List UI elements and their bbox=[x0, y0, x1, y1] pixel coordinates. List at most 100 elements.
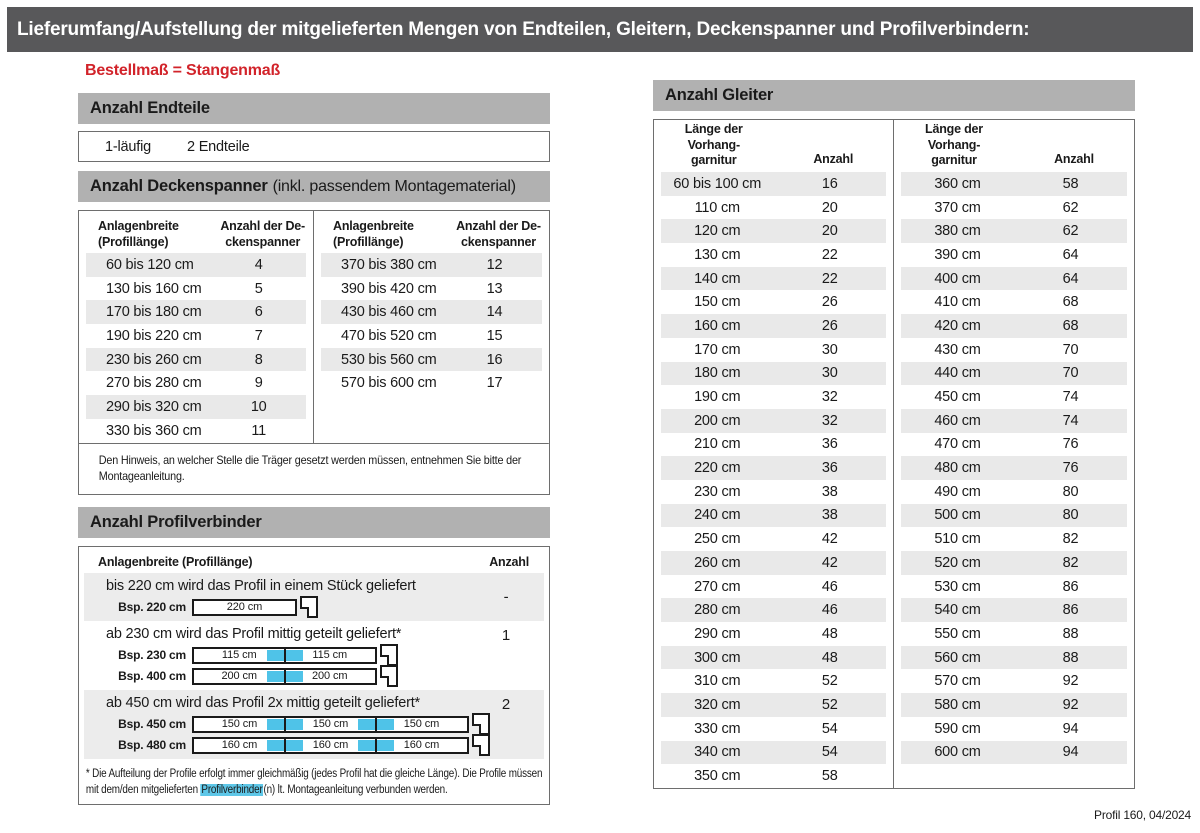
profilverbinder-table: Anlagenbreite (Profillänge) Anzahl bis 2… bbox=[78, 546, 550, 806]
gleiter-length: 340 cm bbox=[694, 744, 741, 761]
gleiter-row: 320 cm 52 bbox=[661, 693, 886, 717]
profile-split-line bbox=[375, 738, 377, 752]
deckenspanner-row: 230 bis 260 cm 8 bbox=[86, 347, 306, 372]
gleiter-length: 570 cm bbox=[934, 673, 981, 690]
profile-endcap-icon bbox=[300, 596, 318, 618]
gleiter-row: 330 cm 54 bbox=[661, 717, 886, 741]
profilverbinder-footnote: * Die Aufteilung der Profile erfolgt imm… bbox=[79, 759, 548, 802]
profile-example: Bsp. 400 cm 200 cm 200 cm bbox=[84, 665, 544, 687]
gleiter-length: 310 cm bbox=[694, 673, 741, 690]
gleiter-count: 70 bbox=[1062, 365, 1079, 382]
gleiter-count: 36 bbox=[821, 460, 838, 477]
deckenspanner-table-left: Anlagenbreite (Profillänge) Anzahl der D… bbox=[79, 211, 314, 443]
deckenspanner-count: 11 bbox=[251, 422, 267, 439]
gleiter-length: 520 cm bbox=[934, 554, 981, 571]
gleiter-row: 380 cm 62 bbox=[901, 219, 1127, 244]
gleiter-row: 430 cm 70 bbox=[901, 338, 1127, 362]
section-title-gleiter: Anzahl Gleiter bbox=[665, 86, 774, 104]
profilverbinder-rule-text: bis 220 cm wird das Profil in einem Stüc… bbox=[106, 578, 416, 594]
gleiter-count: 74 bbox=[1062, 389, 1079, 406]
col-header-anlagenbreite: Anlagenbreite (Profillänge) bbox=[333, 219, 414, 249]
gleiter-row: 540 cm 86 bbox=[901, 598, 1127, 623]
gleiter-count: 42 bbox=[821, 531, 838, 548]
profile-split-line bbox=[375, 717, 377, 731]
profilverbinder-header: Anlagenbreite (Profillänge) Anzahl bbox=[79, 547, 549, 573]
gleiter-rows-right: 360 cm 58 370 cm 62 380 cm 62 390 cm 64 400 cm 64… bbox=[894, 172, 1134, 765]
gleiter-count: 30 bbox=[821, 365, 838, 382]
gleiter-row: 530 cm 86 bbox=[901, 575, 1127, 599]
gleiter-row: 520 cm 82 bbox=[901, 551, 1127, 575]
gleiter-length: 550 cm bbox=[934, 625, 981, 642]
gleiter-count: 88 bbox=[1062, 649, 1079, 666]
profile-segment-length: 200 cm bbox=[312, 670, 348, 682]
deckenspanner-row: 330 bis 360 cm 11 bbox=[86, 419, 306, 443]
gleiter-length: 450 cm bbox=[934, 389, 981, 406]
gleiter-row: 340 cm 54 bbox=[661, 740, 886, 765]
deckenspanner-row: 390 bis 420 cm 13 bbox=[321, 277, 542, 301]
gleiter-length: 590 cm bbox=[934, 720, 981, 737]
profile-bar: 160 cm 160 cm 160 cm bbox=[192, 736, 469, 754]
gleiter-length: 60 bis 100 cm bbox=[673, 175, 762, 192]
deckenspanner-count: 9 bbox=[254, 375, 263, 392]
gleiter-length: 530 cm bbox=[934, 578, 981, 595]
gleiter-length: 490 cm bbox=[934, 483, 981, 500]
gleiter-length: 500 cm bbox=[934, 507, 981, 524]
gleiter-row: 130 cm 22 bbox=[661, 243, 886, 267]
gleiter-count: 26 bbox=[821, 317, 838, 334]
profile-example-label: Bsp. 230 cm bbox=[118, 648, 186, 662]
gleiter-row: 410 cm 68 bbox=[901, 290, 1127, 314]
gleiter-row: 110 cm 20 bbox=[661, 196, 886, 220]
gleiter-count: 82 bbox=[1062, 531, 1079, 548]
gleiter-row: 400 cm 64 bbox=[901, 266, 1127, 291]
gleiter-row: 220 cm 36 bbox=[661, 456, 886, 480]
gleiter-count: 92 bbox=[1062, 696, 1079, 713]
gleiter-row: 480 cm 76 bbox=[901, 456, 1127, 480]
gleiter-count: 76 bbox=[1062, 460, 1079, 477]
profilverbinder-rows: bis 220 cm wird das Profil in einem Stüc… bbox=[79, 573, 549, 759]
gleiter-length: 380 cm bbox=[934, 223, 981, 240]
deckenspanner-length: 130 bis 160 cm bbox=[106, 280, 202, 297]
deckenspanner-rows-right: 370 bis 380 cm 12 390 bis 420 cm 13 430 bis … bbox=[314, 253, 549, 395]
gleiter-count: 58 bbox=[821, 768, 838, 785]
deckenspanner-header-right: Anlagenbreite (Profillänge) Anzahl der D… bbox=[314, 211, 549, 253]
gleiter-length: 440 cm bbox=[934, 365, 981, 382]
gleiter-row: 600 cm 94 bbox=[901, 740, 1127, 765]
profile-segment-length: 150 cm bbox=[403, 718, 440, 730]
deckenspanner-header-left: Anlagenbreite (Profillänge) Anzahl der D… bbox=[79, 211, 313, 253]
profile-split-line bbox=[283, 648, 286, 662]
gleiter-length: 320 cm bbox=[694, 696, 741, 713]
gleiter-length: 120 cm bbox=[694, 223, 741, 240]
section-subtitle-deckenspanner: (inkl. passendem Montagematerial) bbox=[272, 177, 516, 195]
gleiter-length: 480 cm bbox=[934, 460, 981, 477]
profile-example: Bsp. 230 cm 115 cm 115 cm bbox=[84, 644, 544, 666]
deckenspanner-row: 270 bis 280 cm 9 bbox=[86, 371, 306, 395]
footnote-highlight-profilverbinder: Profilverbinder bbox=[200, 784, 264, 797]
deckenspanner-length: 170 bis 180 cm bbox=[106, 304, 202, 321]
gleiter-row: 510 cm 82 bbox=[901, 527, 1127, 551]
deckenspanner-count: 10 bbox=[250, 398, 267, 415]
footnote-text-pre: * Die Aufteilung der Profile erfolgt imm… bbox=[85, 768, 543, 797]
gleiter-count: 70 bbox=[1062, 341, 1079, 358]
gleiter-count: 62 bbox=[1062, 223, 1079, 240]
gleiter-length: 350 cm bbox=[694, 768, 741, 785]
gleiter-length: 220 cm bbox=[694, 460, 741, 477]
gleiter-count: 86 bbox=[1062, 602, 1079, 619]
gleiter-row: 550 cm 88 bbox=[901, 622, 1127, 646]
endteile-table: 1-läufig 2 Endteile bbox=[78, 131, 550, 162]
profilverbinder-rule-text: ab 230 cm wird das Profil mittig geteilt… bbox=[106, 626, 402, 642]
profile-segment-length: 115 cm bbox=[221, 649, 257, 661]
deckenspanner-length: 290 bis 320 cm bbox=[106, 398, 202, 415]
deckenspanner-count: 13 bbox=[486, 280, 503, 297]
profile-split-line bbox=[283, 669, 286, 683]
profile-bar: 115 cm 115 cm bbox=[192, 646, 377, 664]
deckenspanner-row: 370 bis 380 cm 12 bbox=[321, 253, 542, 277]
gleiter-count: 38 bbox=[821, 483, 838, 500]
profilverbinder-row: ab 450 cm wird das Profil 2x mittig gete… bbox=[84, 690, 544, 759]
gleiter-row: 170 cm 30 bbox=[661, 338, 886, 362]
gleiter-length: 330 cm bbox=[694, 720, 741, 737]
col-header-anzahl: Anzahl bbox=[1054, 152, 1094, 167]
gleiter-count: 64 bbox=[1062, 270, 1079, 287]
gleiter-length: 270 cm bbox=[694, 578, 741, 595]
deckenspanner-row: 170 bis 180 cm 6 bbox=[86, 300, 306, 325]
profile-segment-length: 160 cm bbox=[221, 739, 258, 751]
